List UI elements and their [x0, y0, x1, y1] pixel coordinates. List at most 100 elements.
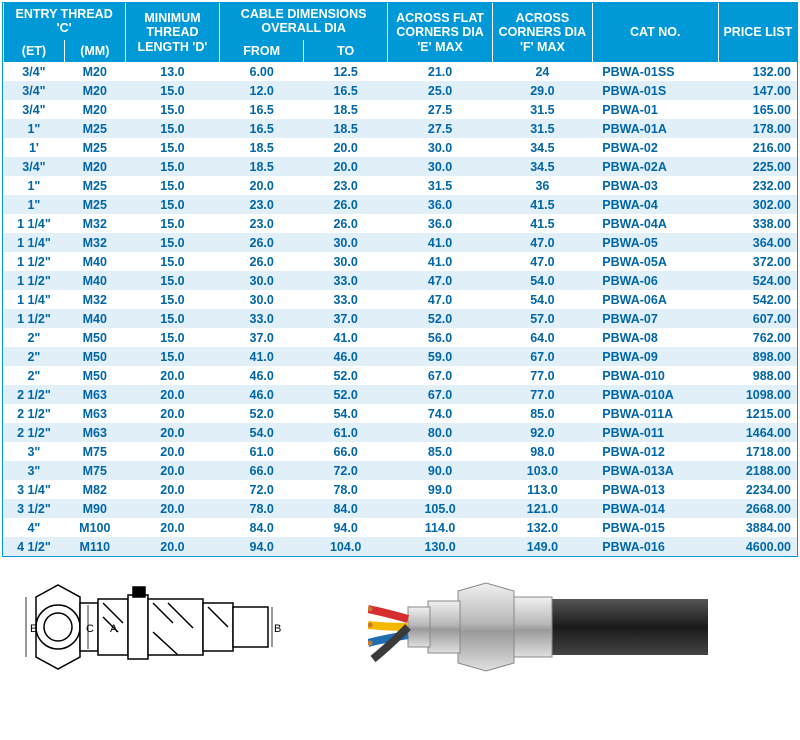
- table-cell: PBWA-05A: [592, 252, 718, 271]
- table-cell: 47.0: [493, 233, 593, 252]
- table-cell: M20: [64, 81, 125, 100]
- table-cell: M63: [64, 423, 125, 442]
- table-cell: 15.0: [125, 176, 219, 195]
- table-cell: 2": [4, 366, 65, 385]
- table-cell: PBWA-013: [592, 480, 718, 499]
- table-cell: 15.0: [125, 309, 219, 328]
- table-row: 2"M5020.046.052.067.077.0PBWA-010988.00: [4, 366, 798, 385]
- table-cell: 59.0: [388, 347, 493, 366]
- table-cell: 99.0: [388, 480, 493, 499]
- gland-photo: [368, 577, 708, 677]
- table-cell: 52.0: [304, 385, 388, 404]
- table-cell: 762.00: [718, 328, 797, 347]
- table-cell: 47.0: [388, 290, 493, 309]
- table-cell: 67.0: [388, 385, 493, 404]
- table-row: 3"M7520.061.066.085.098.0PBWA-0121718.00: [4, 442, 798, 461]
- col-cat: CAT NO.: [592, 3, 718, 62]
- table-cell: 80.0: [388, 423, 493, 442]
- table-cell: 29.0: [493, 81, 593, 100]
- table-cell: 20.0: [125, 499, 219, 518]
- table-cell: 114.0: [388, 518, 493, 537]
- table-cell: 52.0: [388, 309, 493, 328]
- table-cell: 20.0: [125, 366, 219, 385]
- table-cell: 37.0: [304, 309, 388, 328]
- table-cell: PBWA-09: [592, 347, 718, 366]
- table-cell: 26.0: [220, 233, 304, 252]
- table-cell: PBWA-014: [592, 499, 718, 518]
- table-cell: 607.00: [718, 309, 797, 328]
- table-cell: 16.5: [220, 100, 304, 119]
- col-corners: ACROSS CORNERS DIA 'F' MAX: [493, 3, 593, 62]
- table-cell: M32: [64, 290, 125, 309]
- table-cell: M100: [64, 518, 125, 537]
- col-from: FROM: [220, 40, 304, 62]
- table-cell: 338.00: [718, 214, 797, 233]
- spec-table-container: ENTRY THREAD 'C' MINIMUM THREAD LENGTH '…: [2, 2, 798, 557]
- table-cell: PBWA-02A: [592, 157, 718, 176]
- table-cell: 41.5: [493, 214, 593, 233]
- table-cell: PBWA-04A: [592, 214, 718, 233]
- table-cell: 2": [4, 347, 65, 366]
- table-cell: PBWA-02: [592, 138, 718, 157]
- table-cell: 31.5: [493, 119, 593, 138]
- table-cell: 542.00: [718, 290, 797, 309]
- table-cell: 16.5: [220, 119, 304, 138]
- table-cell: 1": [4, 176, 65, 195]
- table-cell: M63: [64, 404, 125, 423]
- diagram-label-e: E: [30, 623, 37, 635]
- table-cell: 41.0: [304, 328, 388, 347]
- table-cell: 31.5: [388, 176, 493, 195]
- table-cell: 23.0: [220, 214, 304, 233]
- diagram-label-c: C: [86, 623, 94, 635]
- table-cell: PBWA-03: [592, 176, 718, 195]
- table-cell: 898.00: [718, 347, 797, 366]
- table-cell: 1215.00: [718, 404, 797, 423]
- table-row: 2"M5015.041.046.059.067.0PBWA-09898.00: [4, 347, 798, 366]
- table-cell: 25.0: [388, 81, 493, 100]
- table-cell: 4600.00: [718, 537, 797, 556]
- table-cell: PBWA-01: [592, 100, 718, 119]
- table-cell: 24: [493, 62, 593, 81]
- table-row: 1 1/2"M4015.026.030.041.047.0PBWA-05A372…: [4, 252, 798, 271]
- table-cell: 3 1/2": [4, 499, 65, 518]
- table-cell: 1718.00: [718, 442, 797, 461]
- table-cell: 1 1/4": [4, 214, 65, 233]
- table-cell: 12.0: [220, 81, 304, 100]
- table-cell: 2 1/2": [4, 404, 65, 423]
- table-row: 3/4"M2013.06.0012.521.024PBWA-01SS132.00: [4, 62, 798, 81]
- table-cell: 33.0: [304, 290, 388, 309]
- table-cell: 4 1/2": [4, 537, 65, 556]
- table-cell: 121.0: [493, 499, 593, 518]
- table-row: 1 1/4"M3215.023.026.036.041.5PBWA-04A338…: [4, 214, 798, 233]
- table-cell: 15.0: [125, 271, 219, 290]
- table-cell: M110: [64, 537, 125, 556]
- table-cell: PBWA-011: [592, 423, 718, 442]
- table-cell: 15.0: [125, 81, 219, 100]
- table-cell: 15.0: [125, 100, 219, 119]
- col-entry-thread: ENTRY THREAD 'C': [4, 3, 126, 40]
- table-cell: 372.00: [718, 252, 797, 271]
- table-cell: 77.0: [493, 385, 593, 404]
- table-cell: 1 1/2": [4, 252, 65, 271]
- table-row: 4 1/2"M11020.094.0104.0130.0149.0PBWA-01…: [4, 537, 798, 556]
- table-cell: 105.0: [388, 499, 493, 518]
- table-cell: 94.0: [220, 537, 304, 556]
- table-cell: 18.5: [220, 157, 304, 176]
- table-row: 1 1/2"M4015.030.033.047.054.0PBWA-06524.…: [4, 271, 798, 290]
- table-cell: 1": [4, 119, 65, 138]
- table-cell: 20.0: [125, 518, 219, 537]
- table-cell: 56.0: [388, 328, 493, 347]
- table-cell: 66.0: [304, 442, 388, 461]
- table-cell: 57.0: [493, 309, 593, 328]
- col-et: (ET): [4, 40, 65, 62]
- table-cell: 21.0: [388, 62, 493, 81]
- table-cell: 2188.00: [718, 461, 797, 480]
- table-cell: 23.0: [220, 195, 304, 214]
- table-cell: 20.0: [125, 385, 219, 404]
- table-cell: 132.00: [718, 62, 797, 81]
- table-cell: 15.0: [125, 233, 219, 252]
- table-cell: 92.0: [493, 423, 593, 442]
- table-cell: 2234.00: [718, 480, 797, 499]
- table-cell: 30.0: [220, 290, 304, 309]
- table-cell: 52.0: [304, 366, 388, 385]
